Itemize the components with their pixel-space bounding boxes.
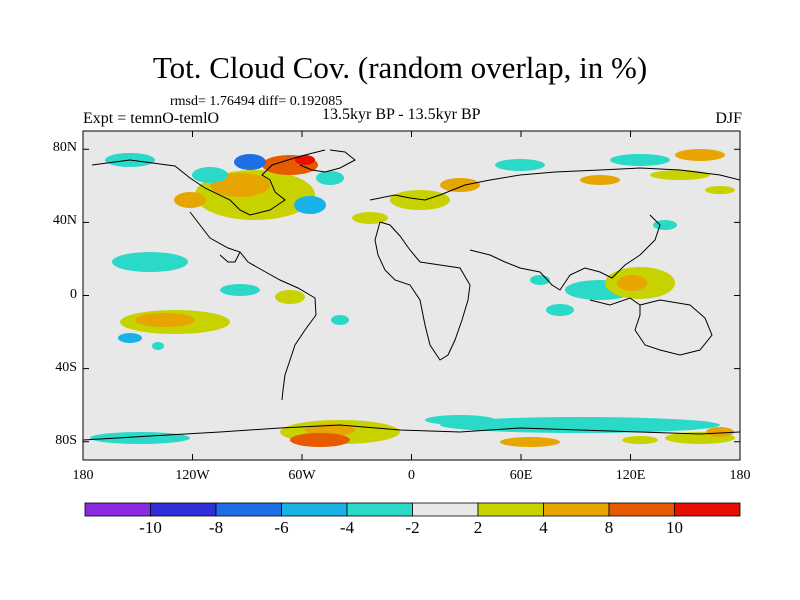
colorbar-label: 2 — [473, 518, 483, 537]
colorbar-label: 4 — [539, 518, 548, 537]
colorbar-label: -8 — [208, 518, 224, 537]
colorbar-label: -10 — [139, 518, 162, 537]
colorbar-swatch — [281, 502, 348, 517]
x-tick-label: 120E — [615, 468, 646, 483]
colorbar-swatch — [412, 502, 479, 517]
y-tick-label: 40S — [55, 359, 77, 375]
colorbar-label: -4 — [339, 518, 355, 537]
colorbar-label: 8 — [604, 518, 614, 537]
x-tick-label: 180 — [729, 468, 751, 483]
anomaly-field — [90, 149, 735, 447]
colorbar-swatch — [346, 502, 413, 517]
y-tick-label: 80N — [52, 140, 77, 156]
coastlines — [83, 149, 740, 441]
colorbar — [84, 502, 741, 517]
x-tick-label: 120W — [175, 468, 210, 483]
y-tick-label: 80S — [55, 432, 77, 448]
colorbar-label: -6 — [274, 518, 289, 537]
x-tick-label: 60E — [509, 468, 533, 483]
colorbar-swatch — [608, 502, 675, 517]
x-tick-label: 60W — [288, 468, 316, 483]
colorbar-label: -2 — [405, 518, 420, 537]
period-label: 13.5kyr BP - 13.5kyr BP — [322, 106, 481, 123]
y-tick-label: 0 — [70, 286, 77, 302]
colorbar-swatch — [674, 502, 741, 517]
map-title: Tot. Cloud Cov. (random overlap, in %) — [152, 50, 648, 85]
experiment-label: Expt = temnO-temlO — [83, 110, 220, 127]
map-plot-area — [83, 131, 740, 460]
colorbar-swatch — [150, 502, 217, 517]
colorbar-swatch — [215, 502, 282, 517]
x-tick-label: 0 — [408, 468, 415, 483]
axis-ticks — [82, 131, 741, 460]
colorbar-swatch — [477, 502, 544, 517]
colorbar-swatch — [543, 502, 610, 517]
x-tick-label: 180 — [72, 468, 94, 483]
stats-line: rmsd= 1.76494 diff= 0.192085 — [170, 94, 343, 109]
season-label: DJF — [715, 110, 742, 127]
y-tick-label: 40N — [52, 213, 77, 229]
colorbar-label: 10 — [666, 518, 683, 537]
colorbar-swatch — [84, 502, 151, 517]
